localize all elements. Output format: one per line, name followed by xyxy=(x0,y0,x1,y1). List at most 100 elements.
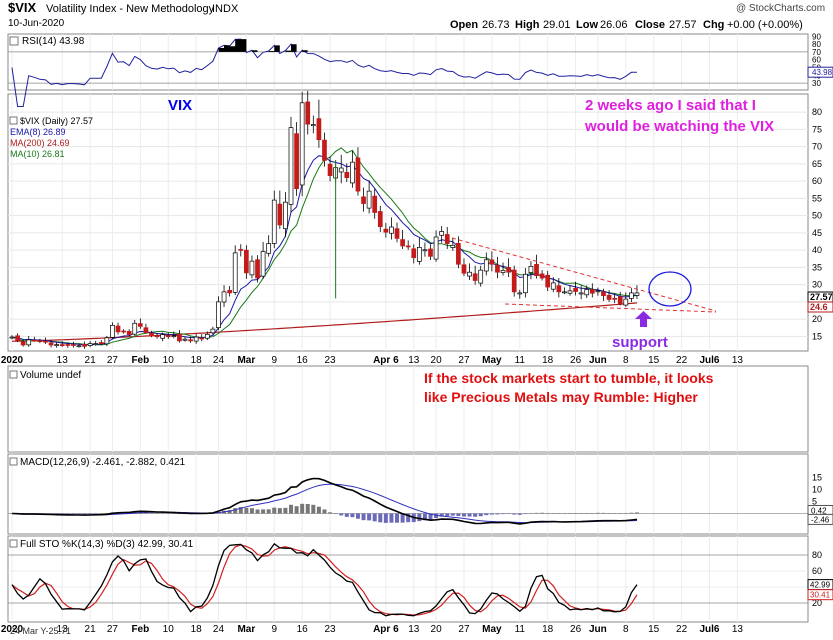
macd-hist-bar xyxy=(300,503,305,514)
date-label: 8 xyxy=(623,355,629,366)
chart-name: Volatility Index - New Methodology xyxy=(46,3,215,15)
candle-body xyxy=(567,290,573,294)
macd-hist-bar xyxy=(461,513,466,517)
date-label-bottom: 23 xyxy=(324,624,336,635)
price-tick-label: 70 xyxy=(812,142,822,152)
macd-hist-bar xyxy=(171,513,176,514)
candle-body xyxy=(394,228,400,239)
rsi-tag: 43.98 xyxy=(812,68,833,77)
candle-body xyxy=(416,247,422,262)
macd-hist-bar xyxy=(149,512,154,514)
candle-body xyxy=(165,335,171,338)
candle-body xyxy=(322,139,327,161)
rsi-panel: RSI(14) 43.98 xyxy=(9,36,638,107)
candle-body xyxy=(383,228,389,233)
macd-hist-bar xyxy=(422,513,427,521)
date-label-bottom: 13 xyxy=(57,624,69,635)
macd-hist-bar xyxy=(517,513,522,515)
candle-body xyxy=(350,161,355,184)
macd-tick-label: 5 xyxy=(812,497,817,507)
macd-hist-bar xyxy=(65,513,70,514)
candle-body xyxy=(48,342,54,346)
date-label-bottom: 13 xyxy=(408,624,420,635)
date-label: 13 xyxy=(732,355,744,366)
chart-symbol: $VIX xyxy=(8,0,37,15)
sto-d-line xyxy=(11,544,638,616)
candle-body xyxy=(249,260,255,276)
macd-hist-bar xyxy=(372,513,377,522)
panel-frames xyxy=(7,33,809,623)
sto-tag-box xyxy=(807,589,833,601)
macd-hist-bar xyxy=(93,513,98,514)
candle-body xyxy=(472,273,478,281)
macd-hist-bar xyxy=(383,513,388,523)
candle-body xyxy=(266,243,272,254)
date-label-bottom: Jul6 xyxy=(699,624,719,635)
macd-hist-bar xyxy=(367,513,372,521)
candle-body xyxy=(389,226,394,234)
candle-body xyxy=(65,344,71,346)
candle-body xyxy=(400,239,405,247)
date-label: Feb xyxy=(131,355,149,366)
chart-date: 10-Jun-2020 xyxy=(8,18,65,29)
date-label: 18 xyxy=(542,355,554,366)
macd-hist-bar xyxy=(389,513,394,523)
date-label: 13 xyxy=(408,355,420,366)
macd-hist-bar xyxy=(406,513,411,523)
sto-k-line xyxy=(11,542,638,617)
macd-hist-bar xyxy=(289,504,293,514)
candle-body xyxy=(377,211,383,228)
candle-body xyxy=(411,248,417,259)
sto-tick-label: 80 xyxy=(812,550,822,560)
svg-text:High: High xyxy=(515,19,540,31)
candle-body xyxy=(305,101,311,125)
macd-hist-bar xyxy=(160,513,165,514)
volume-label: Volume undef xyxy=(20,370,81,381)
date-label: 24 xyxy=(213,355,225,366)
macd-tag: 0.42 xyxy=(811,506,827,515)
candle-body xyxy=(539,273,545,279)
macd-hist-bar xyxy=(166,513,171,514)
macd-hist-bar xyxy=(584,513,589,514)
gridlines xyxy=(8,34,808,622)
macd-hist-bar xyxy=(350,513,355,518)
date-label: 27 xyxy=(458,355,470,366)
macd-hist-bar xyxy=(623,513,628,514)
candle-body xyxy=(550,282,556,290)
price-tick-label: 45 xyxy=(812,228,822,238)
macd-hist-bar xyxy=(434,513,439,519)
macd-hist-bar xyxy=(339,513,344,516)
date-label: 20 xyxy=(431,355,443,366)
macd-hist-bar xyxy=(501,513,506,515)
candle-body xyxy=(110,324,115,338)
macd-hist-bar xyxy=(450,513,455,516)
metals-note-2: like Precious Metals may Rumble: Higher xyxy=(424,389,698,405)
macd-hist-bar xyxy=(272,507,277,514)
macd-hist-bar xyxy=(528,513,533,514)
candle-body xyxy=(495,264,500,273)
macd-hist-bar xyxy=(607,513,612,514)
date-label-bottom: 21 xyxy=(85,624,97,635)
macd-hist-bar xyxy=(82,513,87,514)
macd-hist-bar xyxy=(612,513,617,514)
highlight-circle xyxy=(648,271,692,307)
price-tag: 24.6 xyxy=(810,302,828,312)
date-label: 15 xyxy=(648,355,660,366)
candle-body xyxy=(612,297,617,300)
macd-hist-bar xyxy=(104,513,109,514)
candle-body xyxy=(355,157,361,192)
macd-hist-bar xyxy=(595,512,600,514)
macd-hist-bar xyxy=(489,513,494,515)
candle-body xyxy=(160,334,166,339)
macd-hist-bar xyxy=(395,513,400,523)
candle-body xyxy=(283,201,288,230)
date-label-bottom: 10 xyxy=(163,624,175,635)
candle-body xyxy=(310,124,316,127)
macd-hist-bar xyxy=(400,513,405,523)
candle-body xyxy=(433,236,439,260)
macd-hist-bar xyxy=(556,513,561,514)
price-tick-label: 80 xyxy=(812,107,822,117)
candle-body xyxy=(26,339,32,346)
macd-hist-bar xyxy=(99,513,104,514)
